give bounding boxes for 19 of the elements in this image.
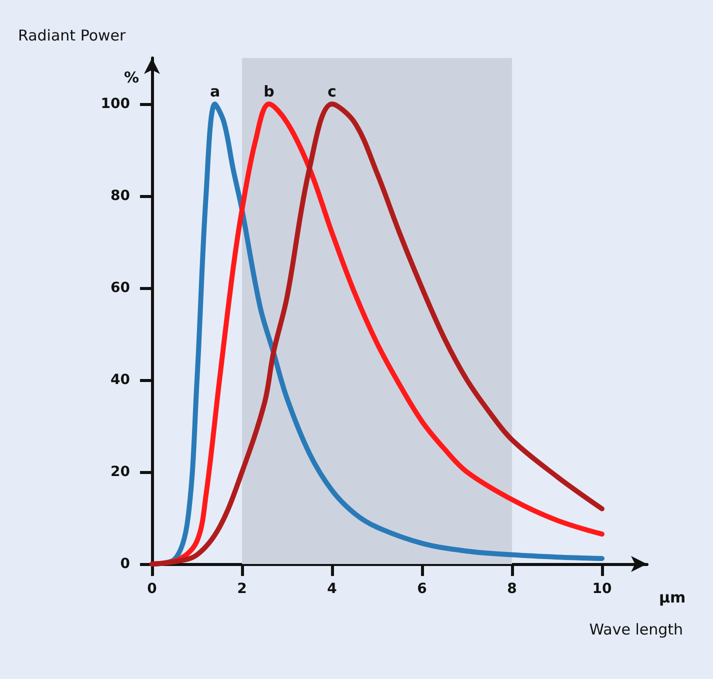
y-tick-label: 20 <box>110 464 130 480</box>
x-tick-label: 0 <box>147 581 158 597</box>
series-label: b <box>264 82 275 100</box>
y-axis-title: Radiant Power <box>18 26 127 44</box>
series-label: a <box>210 82 220 100</box>
y-tick-label: 80 <box>110 188 130 204</box>
text: % <box>124 68 140 86</box>
x-tick-label: 4 <box>327 581 338 597</box>
y-tick-label: 40 <box>110 372 130 388</box>
y-tick-label: 60 <box>110 280 130 296</box>
x-tick-label: 2 <box>237 581 247 597</box>
y-tick-label: 100 <box>100 96 130 112</box>
y-tick-label: 0 <box>120 556 130 572</box>
x-tick-label: 6 <box>417 581 427 597</box>
text: µm <box>659 588 686 606</box>
series-label: c <box>328 82 336 100</box>
x-tick-label: 10 <box>592 581 612 597</box>
x-tick-label: 8 <box>507 581 517 597</box>
x-axis-title: Wave length <box>589 620 683 638</box>
